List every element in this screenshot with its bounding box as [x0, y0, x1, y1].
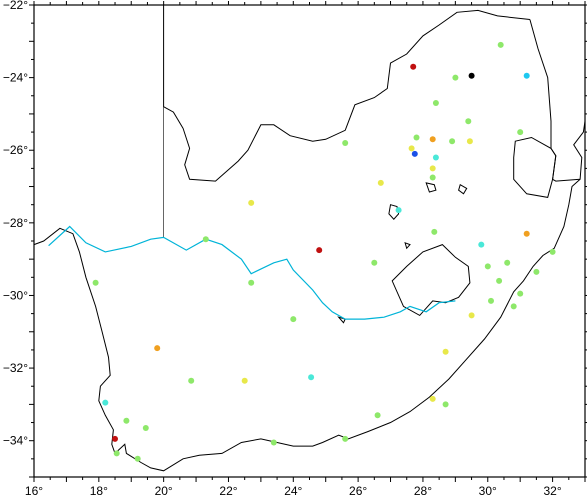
coastline: [33, 121, 586, 472]
y-tick-label: −32°: [3, 361, 28, 375]
station-point: [496, 277, 503, 284]
y-tick-label: −26°: [3, 143, 28, 157]
station-point: [465, 118, 472, 125]
x-tick-label: 30°: [479, 484, 497, 498]
station-point: [112, 435, 118, 442]
x-tick-label: 24°: [284, 484, 302, 498]
station-point: [504, 259, 511, 266]
station-point: [449, 138, 456, 145]
station-point: [517, 129, 524, 136]
station-point: [429, 136, 436, 143]
station-point: [466, 138, 473, 145]
station-point: [102, 399, 109, 406]
station-point: [452, 74, 459, 81]
station-point: [270, 439, 277, 446]
station-point: [123, 417, 130, 424]
station-point: [533, 268, 540, 275]
station-point: [134, 455, 141, 462]
lake-outline: [388, 204, 400, 220]
station-point: [431, 228, 438, 235]
axis-labels: 16° 18° 20° 22° 24° 26° 28° 30° 32° −22° −24° −26° −…: [3, 0, 562, 498]
station-point: [523, 230, 530, 237]
station-point: [468, 72, 475, 79]
station-point: [308, 374, 315, 381]
x-tick-label: 26°: [349, 484, 367, 498]
station-point: [202, 236, 209, 243]
country-outlines: [33, 5, 586, 472]
station-point: [429, 174, 436, 181]
station-point: [248, 279, 255, 286]
station-point: [316, 247, 323, 254]
axis-ticks: [29, 1, 587, 482]
station-point: [92, 279, 99, 286]
lesotho-outline: [391, 244, 471, 317]
station-point: [478, 241, 485, 248]
station-point: [429, 165, 436, 172]
station-point: [377, 179, 384, 186]
border-botswana-zimbabwe: [163, 5, 530, 182]
station-point: [188, 377, 195, 384]
station-point: [468, 312, 475, 319]
station-point: [517, 290, 524, 297]
y-tick-label: −22°: [3, 0, 28, 12]
x-tick-label: 16°: [25, 484, 43, 498]
border-mozambique: [529, 19, 581, 182]
x-tick-label: 22°: [219, 484, 237, 498]
y-tick-label: −24°: [3, 71, 28, 85]
station-markers: [92, 41, 556, 462]
station-point: [248, 199, 255, 206]
station-point: [510, 303, 517, 310]
station-point: [488, 297, 494, 304]
station-point: [484, 263, 491, 270]
station-point: [142, 425, 149, 431]
map-frame: [33, 4, 586, 478]
swaziland-outline: [513, 136, 557, 198]
orange-river: [48, 225, 456, 320]
station-point: [154, 345, 161, 352]
station-point: [413, 134, 420, 141]
station-point: [523, 72, 530, 79]
station-point: [342, 140, 349, 146]
x-tick-label: 18°: [90, 484, 108, 498]
river-line: [48, 225, 456, 320]
station-point: [241, 377, 248, 384]
station-point: [411, 150, 418, 157]
y-tick-label: −28°: [3, 216, 28, 230]
station-point: [113, 450, 120, 457]
station-point: [374, 412, 381, 419]
station-point: [432, 100, 439, 106]
station-point: [395, 207, 402, 214]
station-point: [371, 259, 378, 266]
lake-outline: [458, 183, 468, 195]
station-point: [342, 435, 349, 442]
station-point: [429, 395, 436, 402]
x-tick-label: 28°: [414, 484, 432, 498]
station-point: [408, 145, 415, 152]
station-point: [290, 316, 297, 323]
lake-outline: [337, 316, 346, 324]
lake-outline: [404, 241, 411, 250]
station-point: [549, 248, 556, 255]
x-tick-label: 20°: [155, 484, 173, 498]
station-point: [497, 41, 504, 48]
station-point: [432, 154, 439, 161]
y-tick-label: −34°: [3, 434, 28, 448]
x-tick-label: 32°: [544, 484, 562, 498]
y-tick-label: −30°: [3, 288, 28, 302]
station-point: [410, 63, 417, 70]
lake-outline: [425, 182, 437, 193]
station-point: [442, 348, 449, 355]
station-point: [442, 401, 449, 408]
